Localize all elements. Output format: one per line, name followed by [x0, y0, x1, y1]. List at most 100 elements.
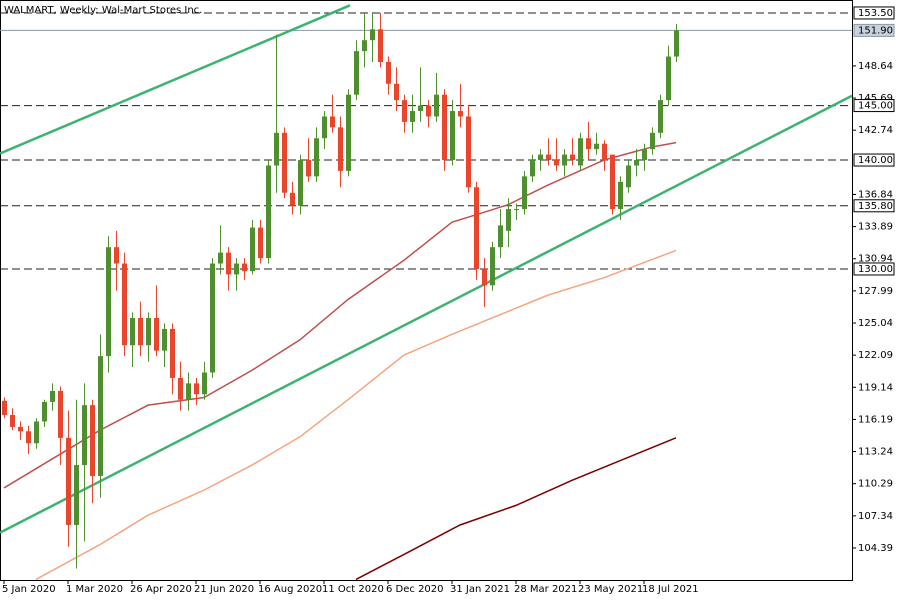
- candle-body: [602, 143, 607, 161]
- candle-body: [626, 165, 631, 188]
- plot-area: [0, 4, 852, 580]
- candle-body: [290, 192, 295, 206]
- candle-body: [562, 154, 567, 166]
- moving-average: [355, 437, 677, 580]
- y-tick-label: 136.84: [858, 189, 893, 200]
- level-label: 130.00: [858, 264, 893, 275]
- candle-body: [42, 401, 47, 422]
- y-tick-label: 104.39: [858, 543, 893, 554]
- candle-body: [2, 400, 7, 415]
- candle-body: [282, 132, 287, 193]
- candle-body: [226, 252, 231, 275]
- candle-body: [66, 437, 71, 525]
- candle-body: [610, 154, 615, 210]
- candle-body: [586, 138, 591, 150]
- candle-body: [354, 51, 359, 95]
- x-tick-label: 5 Jan 2020: [2, 584, 56, 595]
- candle-body: [34, 421, 39, 444]
- candle-body: [50, 390, 55, 402]
- candle-body: [538, 154, 543, 161]
- candle-body: [394, 83, 399, 101]
- candle-body: [346, 94, 351, 171]
- x-tick-label: 28 Mar 2021: [514, 584, 577, 595]
- candle-body: [426, 105, 431, 117]
- current-price-label: 151.90: [858, 25, 893, 36]
- level-label: 140.00: [858, 155, 893, 166]
- candle-body: [418, 105, 423, 112]
- candle-body: [162, 328, 167, 351]
- current-price-box: [853, 23, 895, 37]
- level-label-box: [853, 153, 895, 167]
- candle-body: [466, 116, 471, 188]
- candle-body: [362, 40, 367, 52]
- candle-body: [674, 30, 679, 57]
- candle-body: [378, 29, 383, 62]
- candle-body: [322, 116, 327, 139]
- candle-body: [442, 94, 447, 161]
- candle-body: [170, 328, 175, 378]
- candle-body: [258, 227, 263, 259]
- candle-body: [370, 29, 375, 41]
- candle-body: [194, 383, 199, 395]
- candle-body: [410, 111, 415, 122]
- candle-body: [202, 372, 207, 395]
- y-tick-label: 122.09: [858, 350, 893, 361]
- candle-body: [242, 263, 247, 272]
- moving-average: [35, 249, 677, 580]
- x-tick-label: 16 Aug 2020: [258, 584, 322, 595]
- candle-body: [130, 317, 135, 346]
- candle-body: [330, 116, 335, 128]
- y-tick-label: 142.74: [858, 125, 893, 136]
- x-tick-label: 18 Jul 2021: [642, 584, 699, 595]
- level-label-box: [853, 6, 895, 20]
- candle-body: [658, 100, 663, 133]
- candle-body: [178, 377, 183, 400]
- candle-body: [506, 209, 511, 231]
- candle-body: [306, 160, 311, 177]
- candle-body: [114, 247, 119, 264]
- candle-body: [18, 426, 23, 432]
- candle-body: [98, 356, 103, 476]
- x-tick-label: 6 Dec 2020: [386, 584, 444, 595]
- candle-body: [618, 181, 623, 210]
- y-tick-label: 110.29: [858, 479, 893, 490]
- y-tick-label: 125.04: [858, 318, 893, 329]
- y-tick-label: 119.14: [858, 382, 893, 393]
- candle-body: [458, 111, 463, 117]
- candle-body: [490, 247, 495, 286]
- candle-body: [594, 143, 599, 150]
- candle-body: [530, 160, 535, 177]
- x-tick-label: 26 Apr 2020: [130, 584, 192, 595]
- chart-title: WALMART, Weekly: Wal-Mart Stores Inc.: [4, 5, 202, 16]
- candle-body: [106, 247, 111, 357]
- y-tick-label: 130.94: [858, 254, 893, 265]
- candle-body: [666, 56, 671, 101]
- x-tick-label: 23 May 2021: [578, 584, 643, 595]
- candle-body: [58, 390, 63, 438]
- candle-body: [234, 263, 239, 275]
- candle-body: [154, 317, 159, 351]
- candle-body: [402, 100, 407, 122]
- level-label: 153.50: [858, 8, 893, 19]
- y-tick-label: 113.24: [858, 447, 893, 458]
- candle-body: [386, 61, 391, 84]
- level-label-box: [853, 199, 895, 213]
- moving-average: [3, 141, 677, 489]
- candle-body: [450, 111, 455, 161]
- candle-body: [274, 132, 279, 166]
- candle-body: [634, 160, 639, 166]
- y-tick-label: 148.64: [858, 61, 893, 72]
- x-tick-label: 1 Mar 2020: [66, 584, 123, 595]
- candle-body: [482, 268, 487, 286]
- candle-body: [218, 252, 223, 264]
- y-tick-label: 127.99: [858, 286, 893, 297]
- candle-body: [650, 132, 655, 150]
- candle-body: [10, 414, 15, 427]
- candle-body: [554, 160, 559, 166]
- candle-body: [642, 149, 647, 161]
- x-tick-label: 31 Jan 2021: [450, 584, 510, 595]
- candle-body: [146, 317, 151, 346]
- candle-body: [498, 225, 503, 248]
- candle-body: [186, 383, 191, 400]
- plot-frame: [0, 0, 853, 581]
